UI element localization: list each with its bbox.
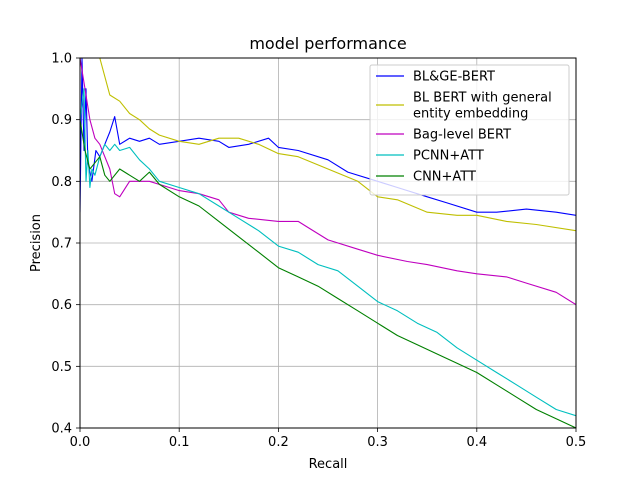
series-line-4 — [80, 119, 576, 428]
y-tick-label: 1.0 — [51, 52, 72, 67]
chart-title: model performance — [249, 34, 406, 53]
legend-label-0: BL&GE-BERT — [413, 70, 495, 85]
series-layer — [80, 58, 576, 428]
y-axis-label: Precision — [29, 214, 44, 272]
legend: BL&GE-BERT BL BERT with general entity emb… — [369, 64, 570, 196]
y-tick-label: 0.9 — [51, 113, 72, 128]
y-tick-label: 0.4 — [51, 422, 72, 437]
legend-label-4: CNN+ATT — [413, 170, 476, 185]
x-tick-label: 0.5 — [566, 435, 587, 450]
x-tick-label: 0.4 — [466, 435, 487, 450]
series-line-0 — [80, 58, 576, 216]
ticks: 0.0 0.1 0.2 0.3 0.4 0.5 0.4 0.5 0.6 0.7 0.8 0.9 1.0 — [51, 52, 586, 451]
y-tick-label: 0.5 — [51, 360, 72, 375]
legend-box — [369, 64, 570, 196]
x-tick-label: 0.0 — [70, 435, 91, 450]
series-line-3 — [80, 88, 576, 417]
x-tick-label: 0.1 — [169, 435, 190, 450]
legend-label-1: BL BERT with general entity embedding — [413, 91, 552, 122]
x-tick-label: 0.3 — [367, 435, 388, 450]
legend-label-3: PCNN+ATT — [413, 149, 484, 164]
x-axis-label: Recall — [309, 457, 348, 472]
y-tick-label: 0.7 — [51, 237, 72, 252]
x-tick-label: 0.2 — [268, 435, 289, 450]
series-line-1 — [80, 58, 576, 232]
y-tick-label: 0.8 — [51, 175, 72, 190]
legend-label-2: Bag-level BERT — [413, 128, 511, 143]
y-tick-label: 0.6 — [51, 298, 72, 313]
